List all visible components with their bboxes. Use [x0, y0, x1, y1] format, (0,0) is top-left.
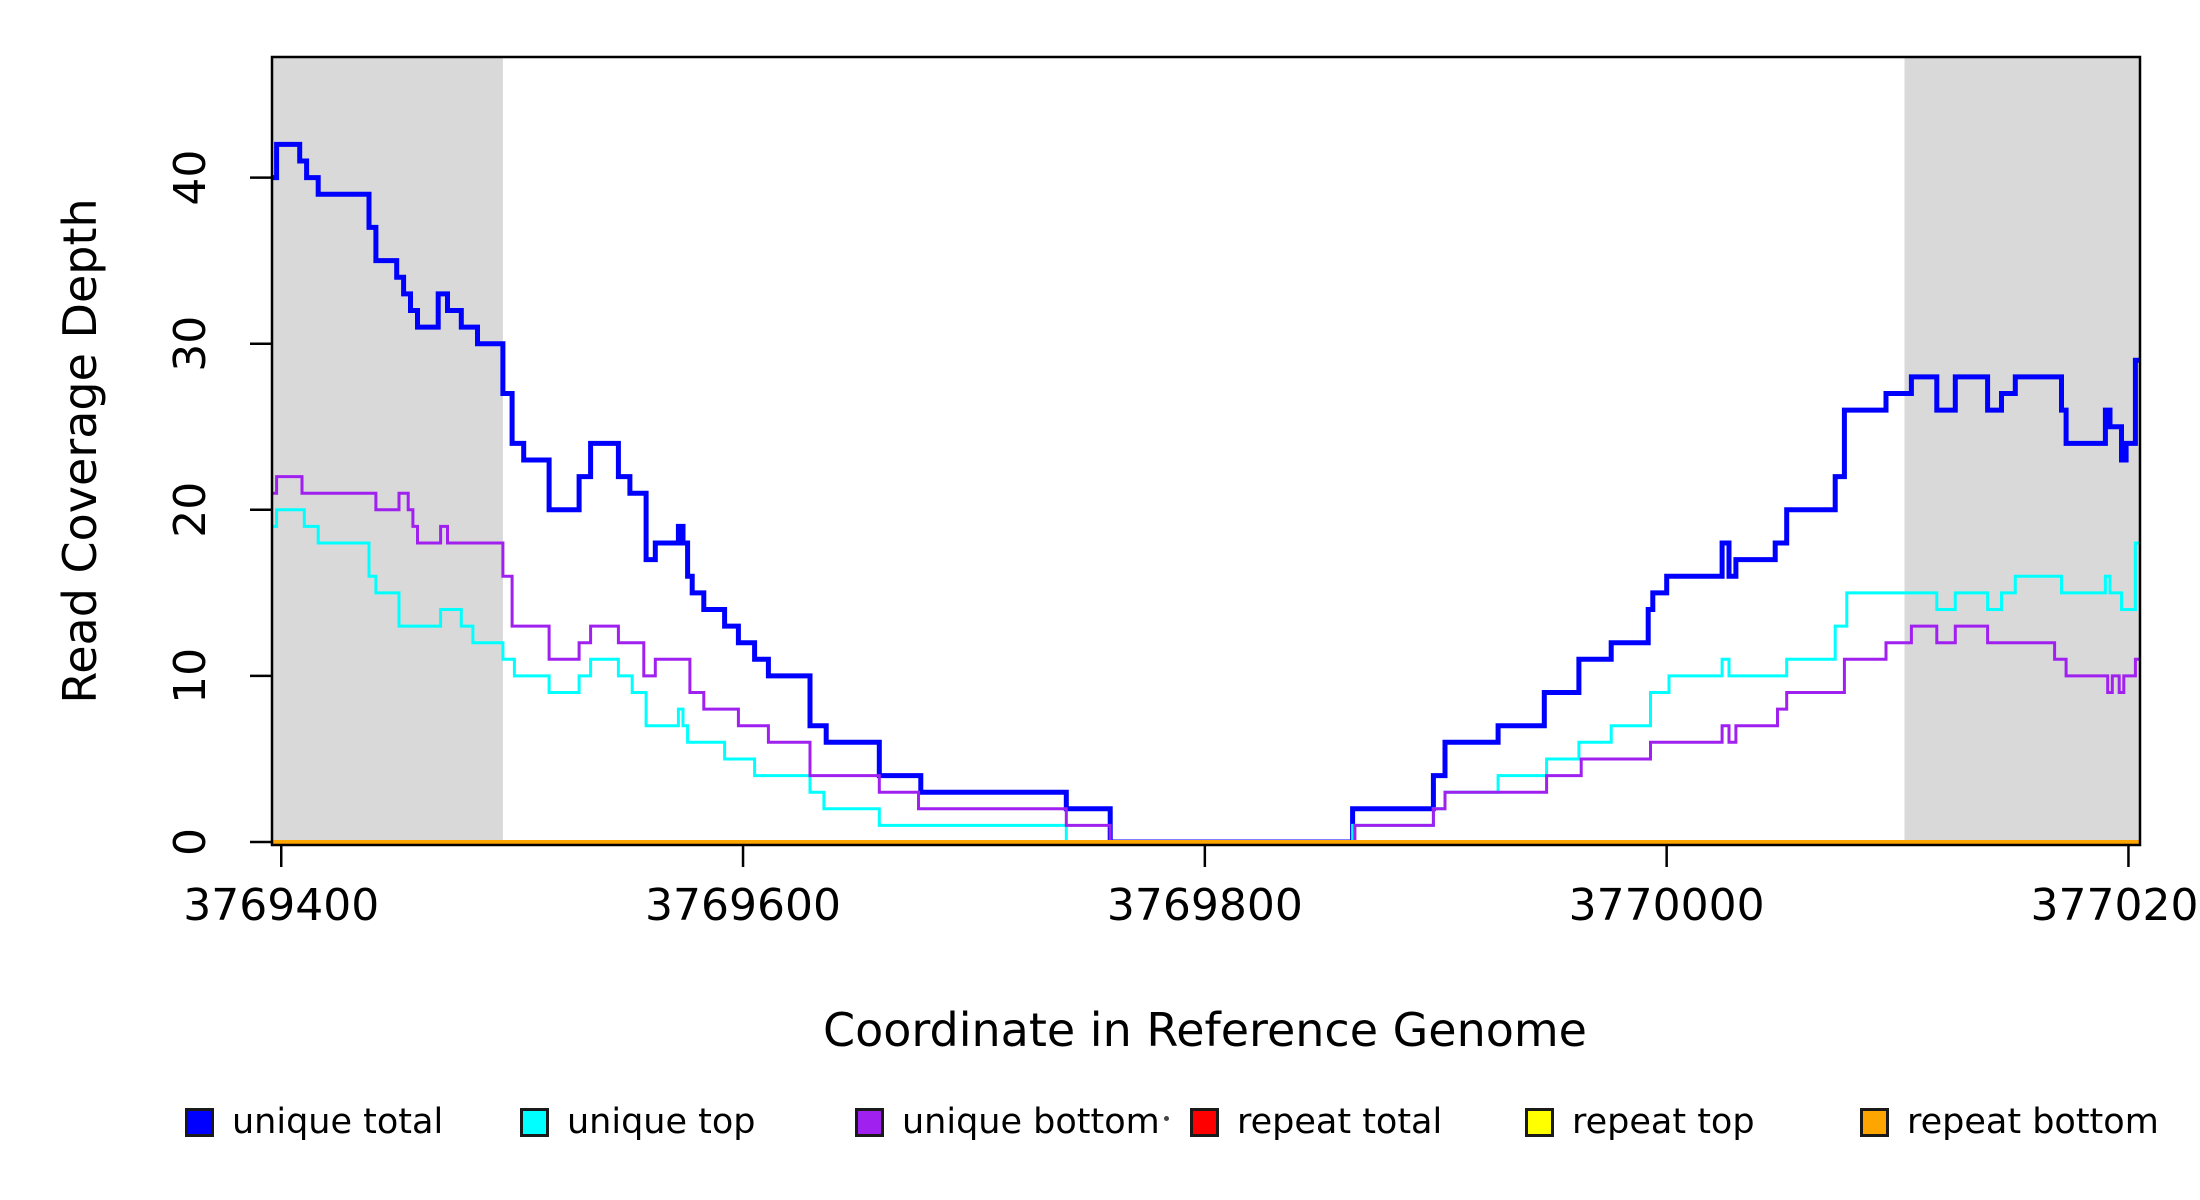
- y-tick-label-4: 40: [165, 150, 216, 206]
- stray-dot-artifact: [1164, 1116, 1169, 1121]
- x-tick-label-2: 3769800: [1107, 880, 1303, 931]
- y-tick-label-0: 0: [165, 828, 216, 856]
- y-axis-title: Read Coverage Depth: [53, 198, 107, 704]
- y-tick-label-1: 10: [165, 648, 216, 704]
- x-axis-title: Coordinate in Reference Genome: [823, 1003, 1587, 1057]
- x-tick-label-1: 3769600: [645, 880, 841, 931]
- plot-border: [270, 55, 2142, 847]
- y-tick-label-2: 20: [165, 482, 216, 538]
- x-tick-label-3: 3770000: [1569, 880, 1765, 931]
- x-tick-label-0: 3769400: [183, 880, 379, 931]
- series-unique-total: [272, 141, 2140, 845]
- shaded-region-1: [1904, 57, 2140, 845]
- series-unique-bottom: [272, 475, 2140, 844]
- series-unique-top: [272, 508, 2140, 844]
- shaded-region-0: [272, 57, 503, 845]
- y-tick-label-3: 30: [165, 316, 216, 372]
